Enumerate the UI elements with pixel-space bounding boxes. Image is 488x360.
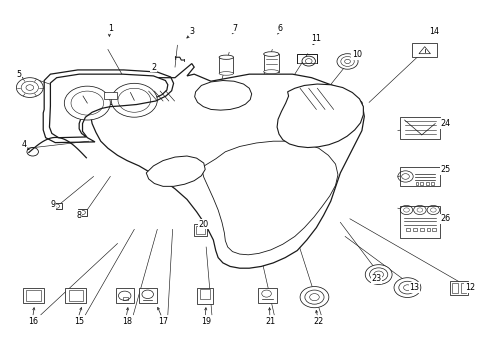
Text: 4: 4 <box>21 140 26 149</box>
Text: 20: 20 <box>198 220 208 229</box>
FancyBboxPatch shape <box>23 288 44 303</box>
Circle shape <box>365 265 391 284</box>
FancyBboxPatch shape <box>411 44 436 57</box>
Circle shape <box>64 86 110 120</box>
Text: 8: 8 <box>77 211 81 220</box>
Ellipse shape <box>263 52 279 57</box>
FancyBboxPatch shape <box>51 203 62 209</box>
FancyBboxPatch shape <box>399 167 439 186</box>
Text: 18: 18 <box>122 317 132 325</box>
Text: 14: 14 <box>428 27 438 36</box>
Text: 17: 17 <box>158 317 168 325</box>
Polygon shape <box>194 81 251 110</box>
Polygon shape <box>277 84 363 148</box>
FancyBboxPatch shape <box>219 57 233 73</box>
Polygon shape <box>49 74 167 138</box>
Text: 1: 1 <box>107 24 113 33</box>
Circle shape <box>300 287 328 308</box>
Text: 24: 24 <box>440 119 450 128</box>
Text: 3: 3 <box>189 27 194 36</box>
Polygon shape <box>89 64 364 268</box>
Text: 6: 6 <box>277 24 283 33</box>
FancyBboxPatch shape <box>103 92 117 99</box>
FancyBboxPatch shape <box>193 224 207 236</box>
FancyBboxPatch shape <box>257 288 277 303</box>
Polygon shape <box>146 156 205 186</box>
FancyBboxPatch shape <box>197 288 213 304</box>
Text: 16: 16 <box>29 317 39 325</box>
Text: 26: 26 <box>440 214 450 223</box>
Text: 25: 25 <box>440 165 450 174</box>
FancyBboxPatch shape <box>449 280 468 294</box>
Text: 2: 2 <box>151 63 156 72</box>
Text: 19: 19 <box>201 317 211 325</box>
Text: 9: 9 <box>50 200 55 209</box>
Text: 12: 12 <box>464 283 474 292</box>
Text: 13: 13 <box>409 283 419 292</box>
Circle shape <box>302 56 315 66</box>
Circle shape <box>393 278 420 297</box>
FancyBboxPatch shape <box>399 206 439 238</box>
Text: 7: 7 <box>232 24 237 33</box>
Text: 23: 23 <box>370 274 381 283</box>
Text: 5: 5 <box>17 70 22 79</box>
Text: 15: 15 <box>74 317 84 325</box>
Text: 10: 10 <box>351 50 362 59</box>
FancyBboxPatch shape <box>138 288 157 303</box>
Circle shape <box>17 78 43 98</box>
Text: 21: 21 <box>265 317 275 325</box>
Text: 11: 11 <box>311 34 321 43</box>
Circle shape <box>111 83 157 117</box>
FancyBboxPatch shape <box>78 208 87 216</box>
Circle shape <box>336 54 357 69</box>
Ellipse shape <box>263 70 279 74</box>
Ellipse shape <box>219 72 233 75</box>
FancyBboxPatch shape <box>65 288 86 303</box>
Text: 22: 22 <box>313 317 323 325</box>
FancyBboxPatch shape <box>399 117 439 139</box>
FancyBboxPatch shape <box>263 54 279 72</box>
Ellipse shape <box>219 55 233 59</box>
FancyBboxPatch shape <box>115 288 134 303</box>
